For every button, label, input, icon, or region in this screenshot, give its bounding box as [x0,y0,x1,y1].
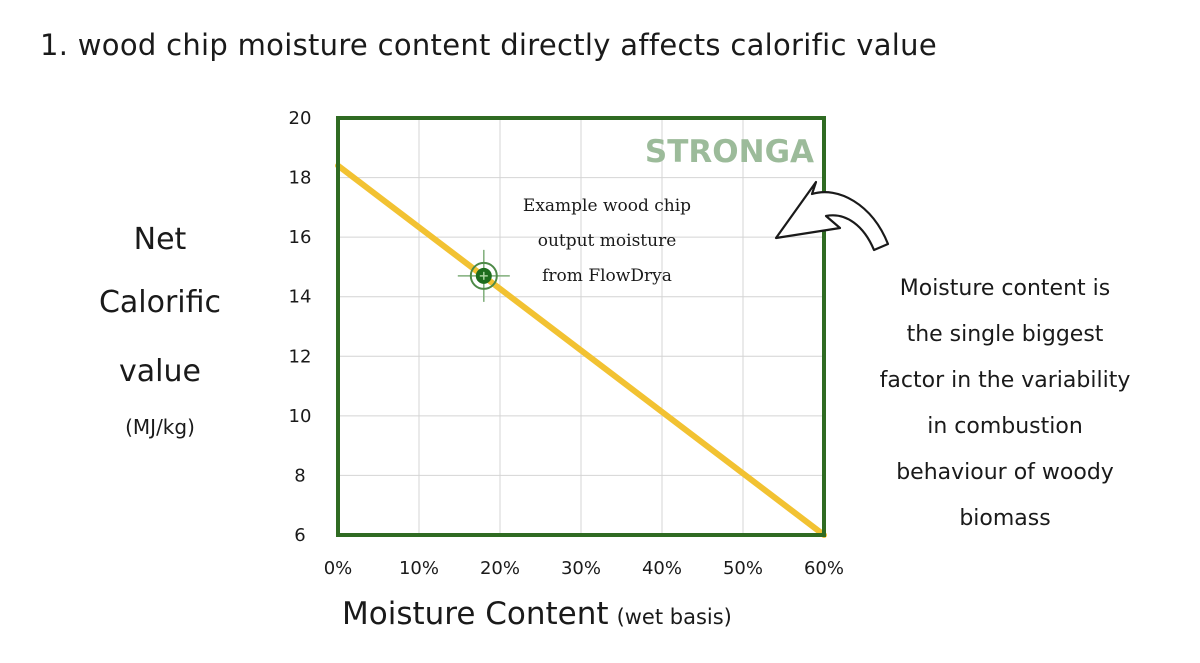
series-layer [335,162,827,538]
y-axis-unit-label: (MJ/kg) [125,415,195,439]
side-note-line: Moisture content is [899,276,1111,301]
y-tick-label: 12 [289,346,312,367]
y-tick-label: 10 [289,406,312,427]
side-note-line: in combustion [927,414,1083,439]
side-note-line: biomass [959,506,1051,531]
y-tick-label: 16 [289,227,312,248]
side-note: Moisture content is the single biggest f… [850,266,1160,542]
chart-title: 1. wood chip moisture content directly a… [40,28,937,62]
series-line [335,162,827,538]
y-tick-label: 14 [289,287,312,308]
y-axis-label-line-2: Calorific [98,285,222,320]
x-axis-label-main: Moisture Content [342,596,609,632]
crosshair-target-icon [457,249,510,302]
axis-ticks: 0% 10% 20% 30% 40% 50% 60% 6 8 10 12 14 16 18 20 [289,108,844,579]
y-axis-label-line-1: Net [133,222,187,257]
x-tick-label: 60% [804,558,844,579]
brand-watermark: STRONGA [645,134,814,170]
y-tick-label: 8 [294,465,305,486]
x-axis-label: Moisture Content (wet basis) [342,596,732,632]
x-axis-label-sub: (wet basis) [616,605,732,629]
x-tick-label: 0% [324,558,353,579]
point-annotation-line: from FlowDrya [542,266,672,286]
point-annotation: Example wood chip output moisture from F… [523,196,691,286]
x-tick-label: 20% [480,558,520,579]
grid-lines [338,118,824,535]
curved-arrow-icon [774,180,890,252]
point-annotation-line: output moisture [538,231,677,251]
y-axis-label-line-3: value [119,354,201,389]
side-note-line: behaviour of woody [896,460,1114,485]
y-tick-label: 18 [289,168,312,189]
plot-frame [336,116,826,537]
x-tick-label: 10% [399,558,439,579]
y-tick-label: 6 [294,525,305,546]
x-tick-label: 50% [723,558,763,579]
crosshair-ring [469,261,498,290]
y-tick-label: 20 [289,108,312,129]
x-tick-label: 30% [561,558,601,579]
side-note-line: the single biggest [906,322,1104,347]
x-tick-label: 40% [642,558,682,579]
point-annotation-line: Example wood chip [523,196,691,216]
side-note-line: factor in the variability [879,368,1131,393]
